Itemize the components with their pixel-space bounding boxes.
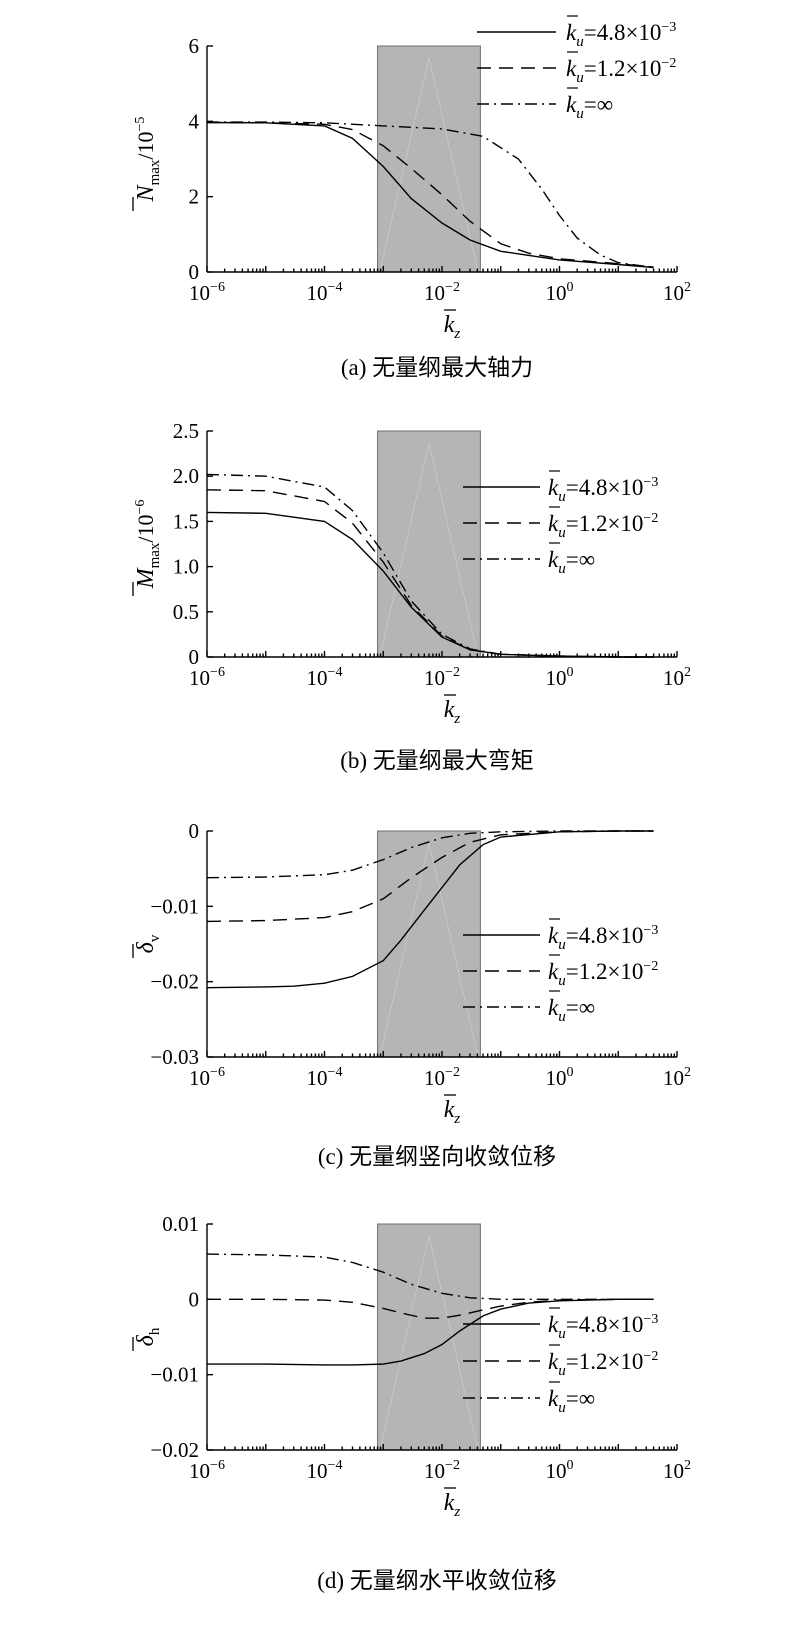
y-tick-label: 4 bbox=[189, 109, 200, 133]
y-tick-label: 6 bbox=[189, 34, 200, 58]
series-line-1 bbox=[206, 121, 654, 269]
panel-caption: (d) 无量纲水平收敛位移 bbox=[317, 1568, 557, 1593]
legend-entry-2: ku=1.2×10−2 bbox=[566, 56, 676, 86]
y-tick-label: 1.5 bbox=[173, 509, 199, 533]
x-tick-label: 102 bbox=[663, 665, 691, 690]
series-line-3 bbox=[206, 830, 654, 879]
x-tick-label: 10−6 bbox=[189, 280, 225, 305]
y-tick-label: −0.01 bbox=[150, 894, 199, 918]
x-tick-label: 10−2 bbox=[424, 280, 460, 305]
y-tick-label: 2 bbox=[189, 185, 200, 209]
series-line-1 bbox=[207, 1298, 654, 1366]
series-line-3 bbox=[207, 121, 654, 269]
panel-b: 10−6 10−4 10−2 100 102 0 0.5 1.0 1.5 2.0 2.5 kz Mmax… bbox=[132, 419, 691, 773]
x-tick-label: 100 bbox=[546, 280, 574, 305]
shaded-region bbox=[377, 1223, 481, 1451]
legend-entry-3: ku=∞ bbox=[548, 1386, 595, 1416]
series-line-3 bbox=[206, 1253, 654, 1300]
legend-entry-1: ku=4.8×10−3 bbox=[548, 1312, 658, 1342]
y-tick-label: 0 bbox=[189, 1287, 200, 1311]
y-tick-label: 0 bbox=[189, 819, 200, 843]
x-tick-label: 10−2 bbox=[424, 665, 460, 690]
x-tick-label: 100 bbox=[546, 1065, 574, 1090]
legend-entry-1: ku=4.8×10−3 bbox=[548, 475, 658, 505]
shaded-region bbox=[377, 430, 481, 658]
y-axis-label: δv bbox=[133, 934, 163, 953]
y-tick-label: 2.0 bbox=[173, 464, 199, 488]
y-axis-label: δh bbox=[133, 1327, 163, 1346]
legend-entry-3: ku=∞ bbox=[566, 92, 613, 122]
y-tick-label: 2.5 bbox=[173, 419, 199, 443]
panel-c: 10−6 10−4 10−2 100 102 −0.03 −0.02 −0.01 0 kz δv ku… bbox=[132, 819, 691, 1169]
y-tick-label: 0.01 bbox=[162, 1212, 199, 1236]
panel-d: 10−6 10−4 10−2 100 102 −0.02 −0.01 0 0.01 kz δh ku=… bbox=[132, 1212, 691, 1593]
x-axis-label: kz bbox=[444, 697, 461, 727]
legend-entry-2: ku=1.2×10−2 bbox=[548, 511, 658, 541]
x-tick-label: 10−4 bbox=[307, 280, 343, 305]
shaded-region-texture bbox=[380, 842, 478, 1055]
x-tick-label: 100 bbox=[546, 665, 574, 690]
y-tick-label: −0.02 bbox=[150, 1438, 199, 1462]
panel-caption: (b) 无量纲最大弯矩 bbox=[340, 748, 534, 773]
x-tick-label: 10−6 bbox=[189, 1065, 225, 1090]
x-tick-label: 10−6 bbox=[189, 1458, 225, 1483]
x-tick-label: 102 bbox=[663, 1065, 691, 1090]
shaded-region-texture bbox=[380, 1235, 478, 1448]
x-tick-label: 100 bbox=[546, 1458, 574, 1483]
y-tick-label: 0 bbox=[189, 260, 200, 284]
y-tick-label: −0.02 bbox=[150, 970, 199, 994]
shaded-region bbox=[377, 830, 481, 1058]
x-tick-label: 10−4 bbox=[307, 665, 343, 690]
x-tick-label: 10−2 bbox=[424, 1458, 460, 1483]
y-tick-label: −0.03 bbox=[150, 1045, 199, 1069]
y-tick-label: −0.01 bbox=[150, 1363, 199, 1387]
legend-entry-2: ku=1.2×10−2 bbox=[548, 1349, 658, 1379]
shaded-region-texture bbox=[380, 57, 478, 270]
x-tick-label: 102 bbox=[663, 1458, 691, 1483]
x-tick-label: 10−4 bbox=[307, 1065, 343, 1090]
legend-entry-2: ku=1.2×10−2 bbox=[548, 959, 658, 989]
series-line-3 bbox=[206, 473, 654, 658]
panel-a: 10−6 10−4 10−2 100 102 0 2 4 6 kz Nmax/10−5 ku=4.8×… bbox=[132, 15, 691, 380]
shaded-region bbox=[377, 45, 481, 273]
legend-entry-3: ku=∞ bbox=[548, 547, 595, 577]
panel-caption: (a) 无量纲最大轴力 bbox=[341, 355, 533, 380]
x-tick-label: 10−4 bbox=[307, 1458, 343, 1483]
x-axis-label: kz bbox=[444, 312, 461, 342]
x-tick-label: 102 bbox=[663, 280, 691, 305]
x-axis-label: kz bbox=[444, 1490, 461, 1520]
y-axis-label: Mmax/10−6 bbox=[133, 500, 163, 590]
y-axis-label: Nmax/10−5 bbox=[133, 117, 163, 203]
panel-caption: (c) 无量纲竖向收敛位移 bbox=[318, 1144, 556, 1169]
series-line-2 bbox=[206, 121, 654, 268]
x-tick-label: 10−2 bbox=[424, 1065, 460, 1090]
y-tick-label: 0 bbox=[189, 645, 200, 669]
x-axis-label: kz bbox=[444, 1097, 461, 1127]
legend-entry-1: ku=4.8×10−3 bbox=[548, 923, 658, 953]
y-tick-label: 0.5 bbox=[173, 600, 199, 624]
x-tick-label: 10−6 bbox=[189, 665, 225, 690]
legend-entry-3: ku=∞ bbox=[548, 995, 595, 1025]
series-line-1 bbox=[206, 830, 654, 989]
y-tick-label: 1.0 bbox=[173, 555, 199, 579]
legend-entry-1: ku=4.8×10−3 bbox=[566, 20, 676, 50]
